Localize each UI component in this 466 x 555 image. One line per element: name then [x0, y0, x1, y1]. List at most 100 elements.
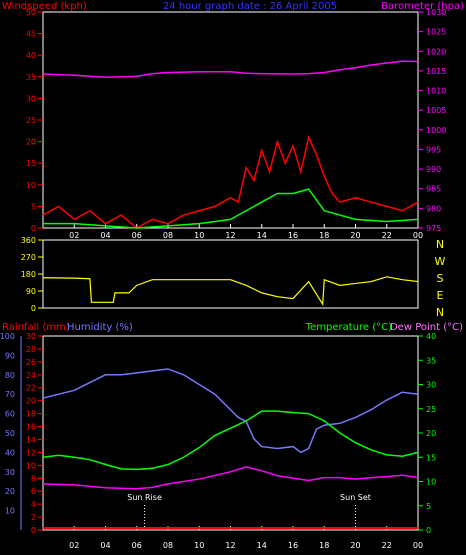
p3-x-tick-label: 20: [350, 541, 360, 550]
series-line-dew-point: [42, 466, 419, 490]
temperature-tick-label: 35: [426, 356, 436, 365]
p3-x-tick-label: 18: [319, 541, 329, 550]
p1-x-tick-label: 08: [163, 231, 173, 240]
p1-x-tick-label: 22: [382, 231, 392, 240]
rainfall-tick-label: 10: [26, 461, 36, 470]
humidity-tick-label: 50: [5, 429, 15, 438]
p3-x-tick-label: 06: [132, 541, 142, 550]
barometer-tick-label: 985: [426, 185, 441, 194]
rainfall-tick-label: 4: [31, 500, 36, 509]
p1-x-tick-label: 16: [288, 231, 298, 240]
series-line-barometer: [42, 60, 419, 78]
temperature-tick-label: 5: [426, 502, 431, 511]
p3-x-tick-label: 00: [413, 541, 423, 550]
p1-x-tick-label: 12: [225, 231, 235, 240]
direction-plot-frame: [42, 239, 419, 309]
temperature-tick-label: 40: [426, 332, 436, 341]
barometer-tick-label: 1025: [426, 28, 446, 37]
series-line-average-speed: [43, 188, 419, 229]
wind-tick-label: 15: [26, 159, 36, 168]
p1-x-tick-label: 14: [257, 231, 267, 240]
wind-tick-label: 20: [26, 138, 36, 147]
direction-tick-label: 270: [21, 253, 36, 262]
direction-tick-label: 360: [21, 236, 36, 245]
series-line-wind-gust: [42, 134, 419, 229]
humidity-tick-label: 60: [5, 410, 15, 419]
rainfall-tick-label: 18: [26, 410, 36, 419]
p2-series-group: [42, 276, 419, 307]
rainfall-tick-label: 14: [26, 435, 36, 444]
temperature-tick-group: 0 5 10 15 20 25 30 35 40: [418, 332, 436, 535]
humidity-tick-label: 100: [0, 332, 15, 341]
direction-tick-group: 0 90 180 270 360: [21, 236, 43, 313]
p3-x-tick-label: 16: [288, 541, 298, 550]
p1-x-tick-label: 06: [132, 231, 142, 240]
barometer-tick-label: 1000: [426, 126, 446, 135]
temperature-tick-label: 0: [426, 526, 431, 535]
humidity-tick-label: 80: [5, 371, 15, 380]
p1-x-tick-label: 00: [413, 231, 423, 240]
wind-tick-group: 0 5 10 15 20 25 30 35 40 45 50: [26, 8, 43, 233]
temperature-tick-label: 30: [426, 381, 436, 390]
direction-tick-label: 90: [26, 287, 36, 296]
barometer-tick-label: 980: [426, 204, 441, 213]
barometer-tick-label: 995: [426, 145, 441, 154]
rainfall-tick-label: 2: [31, 513, 36, 522]
p1-series-group: [42, 60, 419, 229]
dewpoint-axis-label: Dew Point (°C): [390, 322, 463, 333]
p3-x-tick-label: 08: [163, 541, 173, 550]
wind-tick-label: 25: [26, 116, 36, 125]
barometer-tick-label: 1005: [426, 106, 446, 115]
p3-x-tick-label: 04: [100, 541, 110, 550]
humidity-tick-label: 90: [5, 351, 15, 360]
rainfall-tick-label: 24: [26, 371, 36, 380]
rainfall-tick-label: 22: [26, 384, 36, 393]
compass-label: W: [435, 255, 446, 268]
barometer-tick-label: 1030: [426, 8, 446, 17]
sun-annotation-label: Sun Set: [340, 493, 371, 502]
temperature-axis-label: Temperature (°C): [305, 322, 392, 333]
p1-x-tick-label: 10: [194, 231, 204, 240]
rainfall-tick-label: 28: [26, 345, 36, 354]
p1-x-tick-label: 02: [69, 231, 79, 240]
rainfall-tick-label: 12: [26, 448, 36, 457]
p1-x-tick-label: 18: [319, 231, 329, 240]
wind-tick-label: 35: [26, 73, 36, 82]
temperature-tick-label: 20: [426, 429, 436, 438]
wind-tick-label: 45: [26, 30, 36, 39]
compass-label: E: [437, 289, 444, 302]
p3-x-tick-label: 02: [69, 541, 79, 550]
humidity-tick-label: 30: [5, 468, 15, 477]
barometer-tick-label: 1010: [426, 87, 446, 96]
temperature-tick-label: 25: [426, 405, 436, 414]
temperature-tick-label: 10: [426, 478, 436, 487]
p3-series-group: [42, 368, 419, 529]
humidity-tick-label: 70: [5, 390, 15, 399]
compass-label: N: [436, 306, 444, 319]
compass-label: S: [437, 272, 444, 285]
wind-tick-label: 10: [26, 181, 36, 190]
wind-tick-label: 40: [26, 51, 36, 60]
p3-x-tick-label: 10: [194, 541, 204, 550]
barometer-tick-label: 975: [426, 224, 441, 233]
rainfall-tick-label: 26: [26, 358, 36, 367]
direction-tick-label: 180: [21, 270, 36, 279]
barometer-tick-group: 975 980 985 990 995 1000 1005 1010 1015 1020 1025 1…: [418, 8, 446, 233]
wind-tick-label: 0: [31, 224, 36, 233]
humidity-temperature-panel: Rainfall (mm) Humidity (%) Temperature (…: [0, 322, 463, 550]
humidity-tick-group: 10 20 30 40 50 60 70 80 90 100: [0, 332, 22, 530]
rainfall-tick-label: 0: [31, 526, 36, 535]
humidity-tick-label: 20: [5, 487, 15, 496]
rainfall-tick-label: 6: [31, 487, 36, 496]
barometer-tick-label: 1015: [426, 67, 446, 76]
p3-x-tick-label: 14: [257, 541, 267, 550]
wind-barometer-panel: Windspeed (kph) 24 hour graph date : 26 …: [2, 1, 464, 240]
humidity-tick-label: 40: [5, 448, 15, 457]
series-line-wind-direction: [42, 276, 419, 307]
p1-x-tick-label: 20: [350, 231, 360, 240]
series-line-temperature: [42, 410, 419, 471]
